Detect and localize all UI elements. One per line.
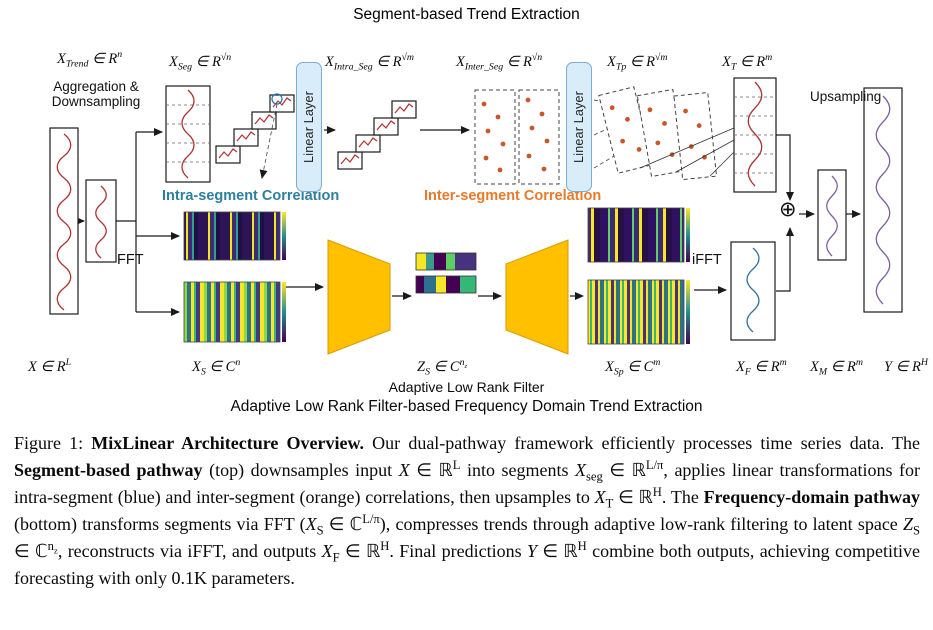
label-intra-segment-correlation: Intra-segment Correlation (162, 188, 340, 204)
label-z-s: ZS ∈ Cnz (417, 357, 468, 378)
label-x-intra-seg: XIntra_Seg ∈ R√m (325, 52, 414, 73)
colorbar (686, 280, 690, 344)
label-inter-segment-correlation: Inter-segment Correlation (424, 188, 602, 204)
label-x-tp: XTp ∈ R√m (607, 52, 668, 73)
xf-series-squiggle (746, 247, 760, 333)
diagram-canvas (49, 77, 903, 355)
xt-series-squiggle (747, 81, 763, 187)
segment-matrix-squiggle (181, 89, 195, 179)
diagram-top-title: Segment-based Trend Extraction (353, 6, 580, 23)
amplitude-spectrogram-in (183, 211, 281, 261)
linear-layer-1-label: Linear Layer (302, 91, 316, 163)
inter-segment-input-boxes (474, 89, 560, 185)
label-x-trend: XTrend ∈ Rn (57, 49, 123, 70)
xm-series-box (817, 169, 847, 261)
zoom-callout-line (259, 103, 278, 179)
label-adaptive-low-rank-filter: Adaptive Low Rank Filter (388, 379, 545, 395)
input-series-box (49, 127, 79, 315)
diagram-bottom-title: Adaptive Low Rank Filter-based Frequency… (230, 398, 703, 415)
inter-segment-output-boxes (593, 86, 735, 181)
label-x-t: XT ∈ Rm (722, 52, 773, 73)
label-x-input: X ∈ RL (28, 357, 72, 375)
label-aggregation-downsampling: Aggregation & Downsampling (51, 79, 141, 109)
label-x-seg: XSeg ∈ R√n (169, 52, 232, 73)
label-ifft: iFFT (692, 252, 722, 268)
ifft-spectrograms (587, 207, 690, 345)
decoder-trapezoid (505, 239, 569, 355)
label-x-sp: XSp ∈ Cm (605, 357, 661, 378)
label-upsampling: Upsampling (810, 89, 882, 104)
label-x-s: XS ∈ Cn (192, 357, 241, 378)
figure-caption: Figure 1: MixLinear Architecture Overvie… (14, 433, 921, 588)
linear-layer-2: Linear Layer (566, 62, 592, 192)
label-fft: FFT (117, 252, 144, 268)
connector-lines (76, 126, 861, 316)
label-x-inter-seg: XInter_Seg ∈ R√n (456, 52, 543, 73)
sum-plus-icon: ⊕ (779, 197, 797, 221)
amplitude-spectrogram-out (587, 207, 685, 263)
output-series-squiggle (875, 95, 891, 305)
colorbar (282, 282, 286, 342)
label-x-m: XM ∈ Rm (810, 357, 863, 378)
linear-layer-1: Linear Layer (296, 62, 322, 192)
linear-layer-2-label: Linear Layer (572, 91, 586, 163)
label-x-f: XF ∈ Rm (736, 357, 787, 378)
segment-stack-output (337, 100, 417, 170)
encoder-trapezoid (327, 239, 391, 355)
colorbar (686, 208, 690, 262)
phase-spectrogram-in (183, 281, 281, 343)
latent-heatmap (415, 252, 477, 294)
xm-series-squiggle (826, 175, 838, 257)
xf-series-box (730, 241, 776, 341)
architecture-diagram: Segment-based Trend Extraction XTrend ∈ … (28, 6, 928, 415)
fft-spectrograms (183, 211, 286, 343)
downsampled-series-box (85, 179, 117, 263)
phase-spectrogram-out (587, 279, 685, 345)
label-y-out: Y ∈ RH (884, 357, 928, 375)
input-series-squiggle (56, 133, 72, 311)
colorbar (282, 212, 286, 260)
segment-divider-lines (166, 96, 776, 174)
segment-stack-input (215, 93, 295, 179)
downsampled-series-squiggle (95, 185, 107, 259)
